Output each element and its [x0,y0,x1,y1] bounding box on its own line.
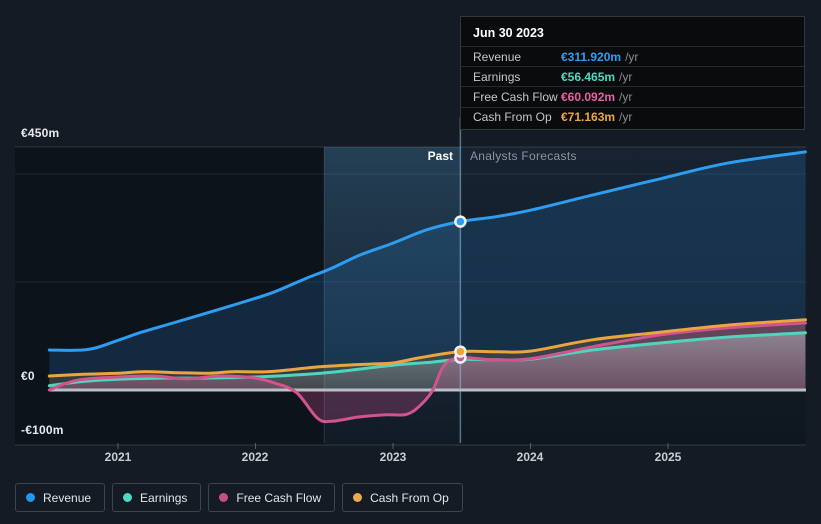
legend-item-free-cash-flow[interactable]: Free Cash Flow [208,483,336,512]
tooltip-row-earnings: Earnings €56.465m /yr [461,66,804,86]
earnings-area [49,332,806,390]
legend-item-revenue[interactable]: Revenue [15,483,106,512]
free-cash-flow-dot-icon [219,493,229,502]
revenue-line [47,150,807,352]
legend-item-cash-from-op[interactable]: Cash From Op [342,483,463,512]
analysts-forecasts-section-label: Analysts Forecasts [470,149,577,163]
revenue-area [49,151,806,390]
tooltip-unit: /yr [625,49,639,64]
cash-from-op-line [47,318,807,378]
tooltip-row-free-cash-flow: Free Cash Flow €60.092m /yr [461,86,804,106]
y-axis-label-neg100m: -€100m [21,423,64,437]
legend-label: Cash From Op [370,490,449,505]
x-axis-label-2025: 2025 [654,450,682,464]
legend-label: Earnings [140,490,188,505]
tooltip-label: Free Cash Flow [473,89,558,104]
legend-label: Free Cash Flow [236,490,322,505]
tooltip-date: Jun 30 2023 [473,26,544,40]
tooltip-row-cash-from-op: Cash From Op €71.163m /yr [461,106,804,127]
past-section-label: Past [427,149,453,163]
tooltip-unit: /yr [619,69,633,84]
tooltip-value: €311.920m [561,49,622,64]
tooltip-value: €60.092m [561,89,616,104]
revenue-marker [454,215,467,228]
tooltip-unit: /yr [619,89,633,104]
y-axis-label-450m: €450m [21,126,60,140]
free-cash-flow-line [47,321,807,424]
x-axis-label-2024: 2024 [516,450,544,464]
revenue-dot-icon [26,493,35,502]
tooltip-label: Earnings [473,69,521,84]
chart-legend: Revenue Earnings Free Cash Flow Cash Fro… [15,483,463,512]
cash-from-op-dot-icon [353,493,363,502]
legend-item-earnings[interactable]: Earnings [112,483,202,512]
x-axis-label-2021: 2021 [104,450,132,464]
earnings-line [47,331,807,388]
tooltip-row-revenue: Revenue €311.920m /yr [461,46,804,66]
x-axis-label-2023: 2023 [379,450,407,464]
tooltip-label: Revenue [473,49,522,64]
tooltip-value: €56.465m [561,69,616,84]
y-axis-label-zero: €0 [21,369,35,383]
cash-from-op-marker [454,345,467,358]
earnings-dot-icon [123,493,133,502]
x-axis-label-2022: 2022 [241,450,269,464]
legend-label: Revenue [43,490,92,505]
tooltip-unit: /yr [619,110,633,125]
chart-canvas[interactable] [0,0,821,475]
chart-tooltip: Jun 30 2023 Revenue €311.920m /yr Earnin… [460,16,805,130]
tooltip-label: Cash From Op [473,110,552,125]
tooltip-value: €71.163m [561,110,616,125]
